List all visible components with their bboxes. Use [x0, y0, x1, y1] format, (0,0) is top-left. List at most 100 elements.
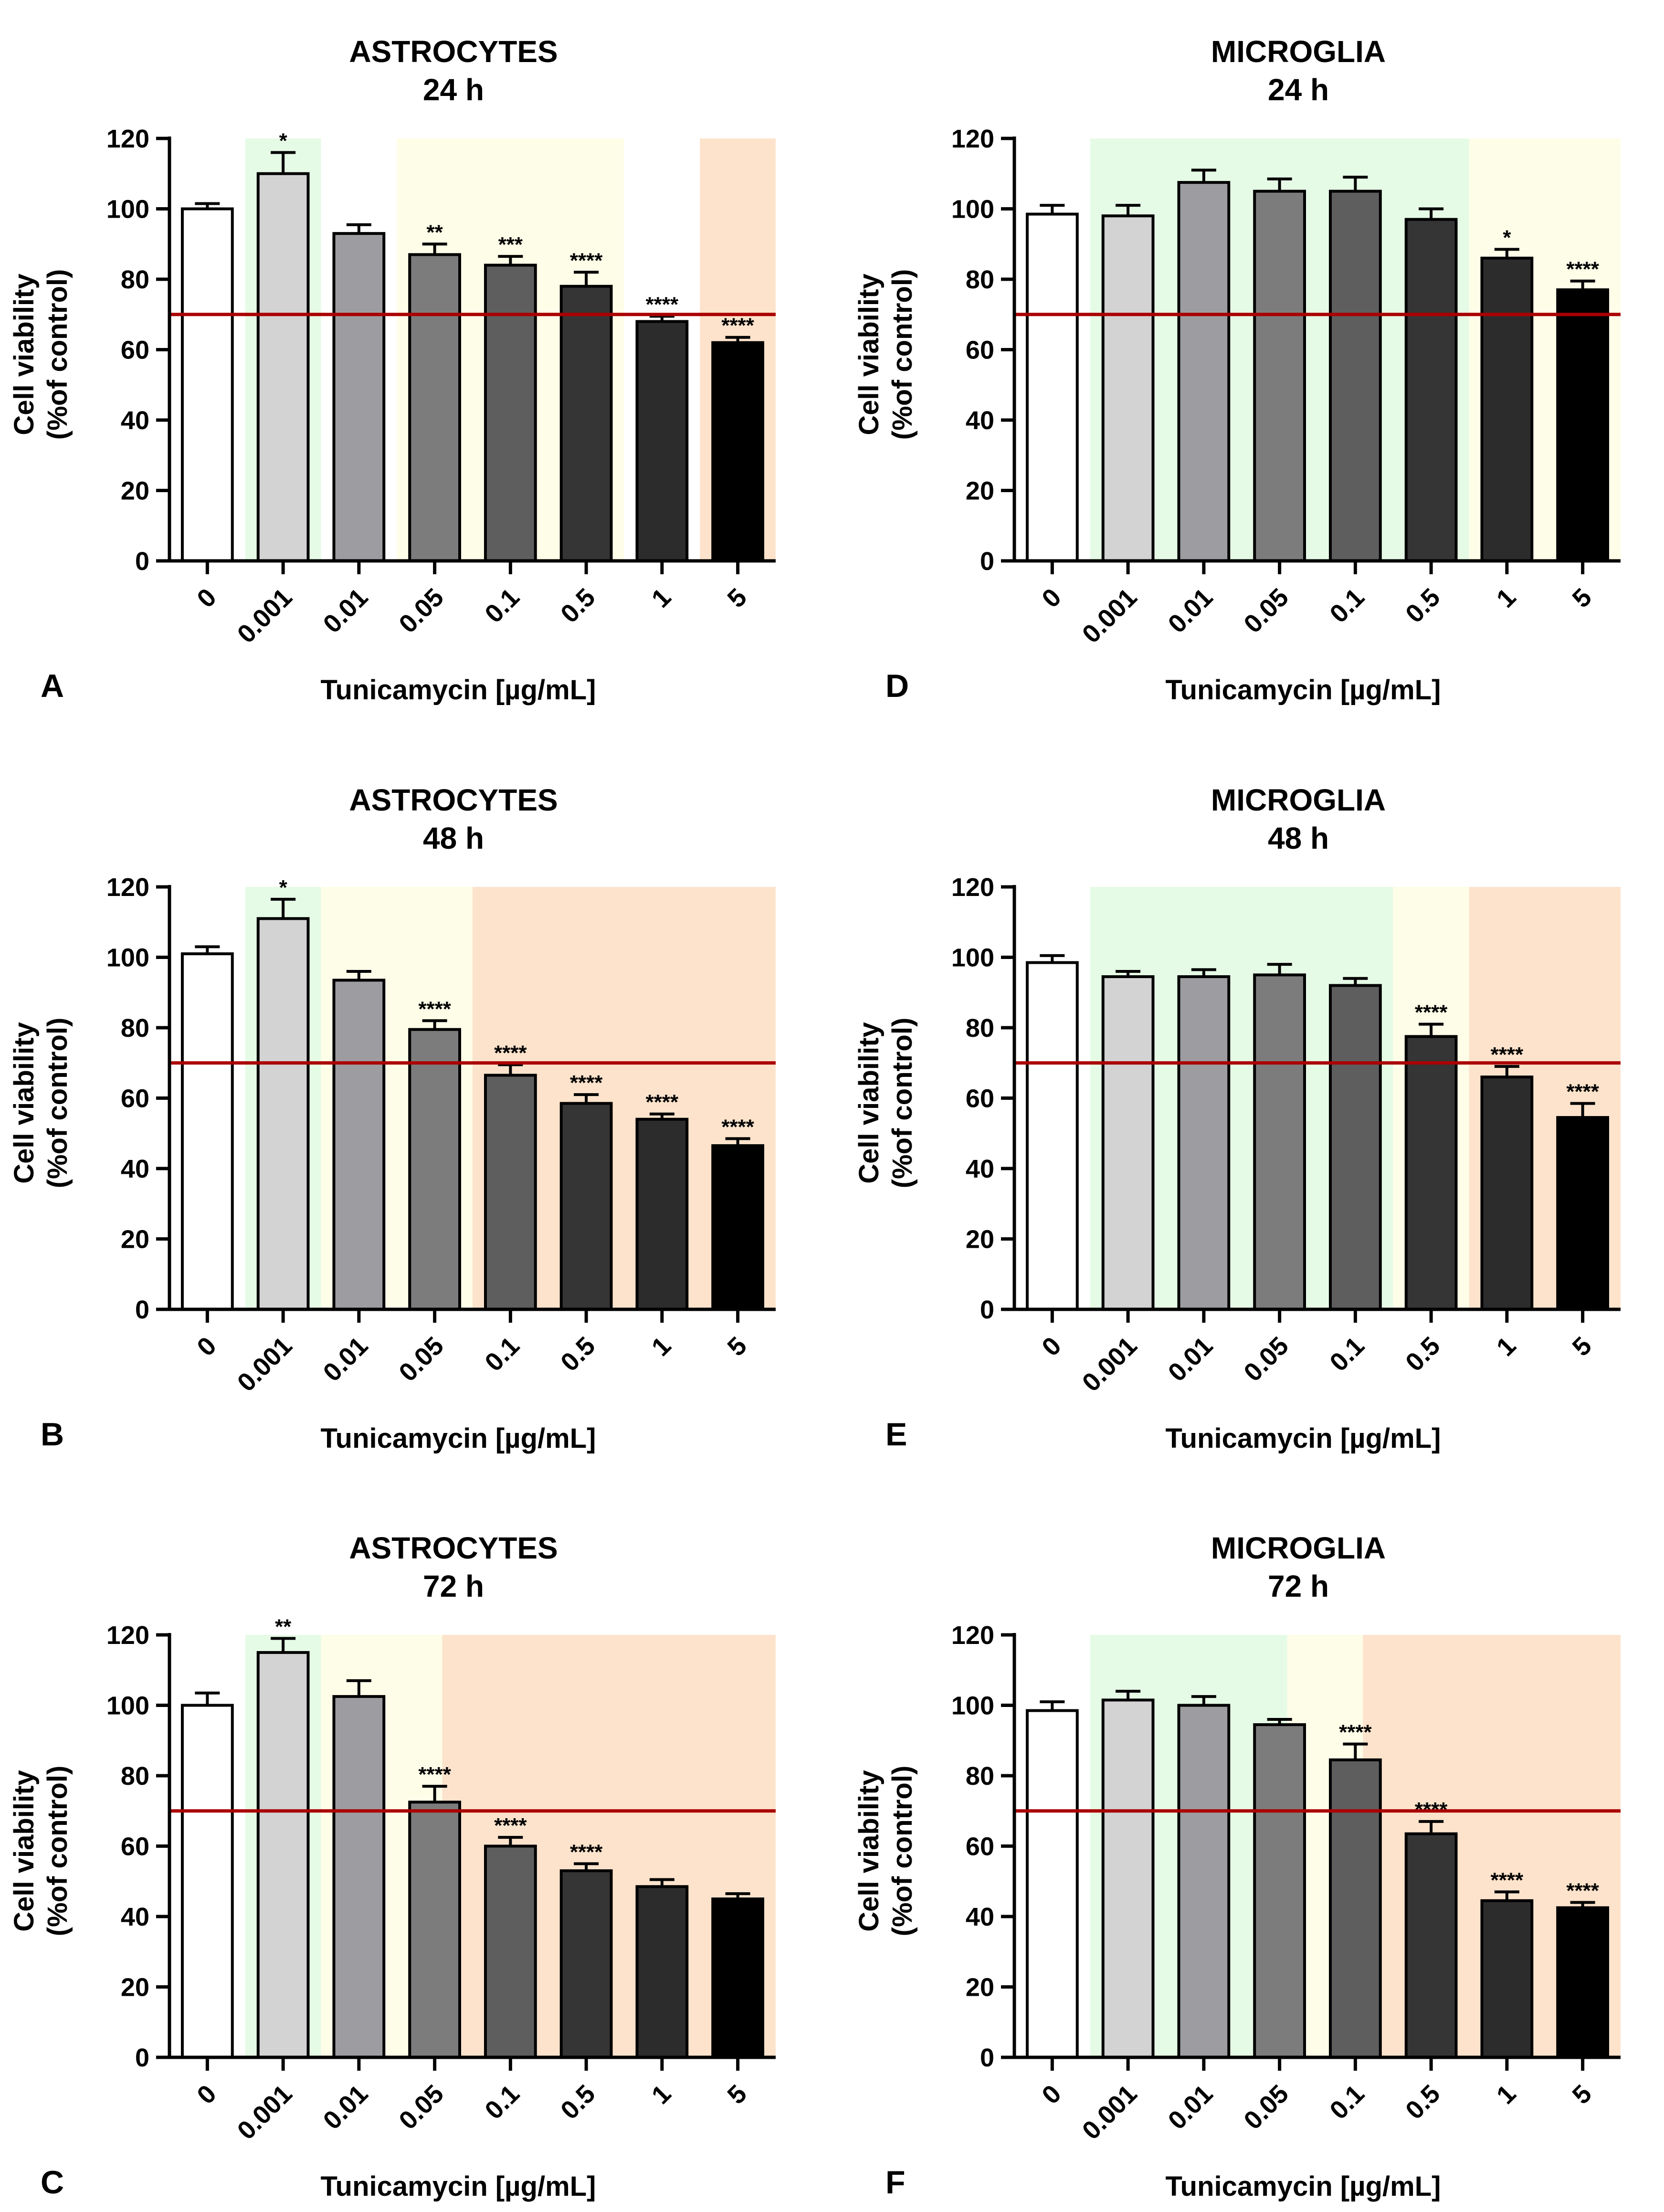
x-tick-label: 0.1: [1324, 2079, 1370, 2125]
x-tick-label: 0.1: [479, 583, 525, 629]
y-tick-label: 60: [966, 1085, 994, 1113]
x-tick-label: 1: [646, 583, 677, 613]
chart-subtitle: 72 h: [423, 1569, 484, 1603]
x-tick-label: 0.01: [318, 1331, 374, 1387]
y-tick-label: 20: [966, 477, 994, 506]
y-tick-label: 120: [951, 873, 994, 902]
y-tick-label: 80: [966, 1014, 994, 1043]
bar: [559, 1869, 613, 2059]
y-axis-label: Cell viability: [9, 274, 40, 435]
y-tick-label: 20: [121, 1225, 149, 1254]
bar: [332, 1695, 386, 2059]
bar: [332, 979, 386, 1311]
bar: [408, 1801, 462, 2059]
y-tick-label: 80: [121, 265, 149, 294]
y-tick-label: 40: [121, 406, 149, 435]
y-axis-label-units: (%of control): [42, 1766, 73, 1937]
x-tick-label: 0.5: [1400, 583, 1446, 629]
x-tick-label: 0.01: [1163, 2079, 1219, 2135]
bar: [1556, 1906, 1610, 2059]
significance-marker: *: [1503, 226, 1511, 249]
x-tick-label: 0.5: [1400, 1331, 1446, 1377]
y-tick-label: 80: [121, 1762, 149, 1791]
significance-marker: ****: [418, 997, 451, 1021]
chart-title: MICROGLIA: [1211, 1531, 1386, 1565]
panel-label: B: [41, 1416, 64, 1453]
x-axis-label: Tunicamycin [µg/mL]: [1166, 1423, 1441, 1454]
bar: [1101, 214, 1155, 562]
bar: [1480, 256, 1534, 562]
bar: [1404, 1035, 1458, 1311]
significance-marker: ****: [1566, 1879, 1599, 1903]
significance-marker: ****: [1339, 1721, 1372, 1744]
chart-title: MICROGLIA: [1211, 34, 1386, 69]
bar: [1404, 218, 1458, 562]
bar: [1480, 1899, 1534, 2059]
y-tick-label: 120: [951, 125, 994, 153]
significance-marker: *: [279, 876, 288, 899]
x-tick-label: 1: [1491, 1331, 1522, 1362]
bar: [1025, 961, 1079, 1311]
y-tick-label: 100: [106, 1692, 149, 1720]
bar: [711, 1897, 765, 2059]
y-tick-label: 60: [121, 1833, 149, 1861]
x-tick-label: 0.01: [1163, 583, 1219, 639]
x-axis-label: Tunicamycin [µg/mL]: [321, 2171, 596, 2202]
bar: [332, 232, 386, 562]
significance-marker: *: [279, 129, 288, 153]
y-axis-label-units: (%of control): [887, 1766, 918, 1937]
x-tick-label: 0: [191, 583, 222, 613]
x-axis-label: Tunicamycin [µg/mL]: [321, 1423, 596, 1454]
bar: [559, 1102, 613, 1311]
x-axis-label: Tunicamycin [µg/mL]: [321, 674, 596, 706]
y-tick-label: 0: [135, 1296, 149, 1324]
x-tick-label: 0.5: [1400, 2079, 1446, 2125]
bar: [408, 1028, 462, 1311]
bar: [635, 1117, 689, 1311]
x-tick-label: 5: [1567, 1331, 1597, 1362]
chart-subtitle: 24 h: [1268, 73, 1329, 107]
x-tick-label: 0.05: [393, 2079, 449, 2135]
x-tick-label: 1: [646, 1331, 677, 1362]
y-tick-label: 40: [966, 1903, 994, 1931]
panel-label: D: [885, 668, 909, 704]
x-tick-label: 0.05: [393, 1331, 449, 1387]
bar: [1556, 1116, 1610, 1311]
bar: [635, 320, 689, 562]
y-tick-label: 120: [106, 873, 149, 902]
y-tick-label: 40: [121, 1155, 149, 1183]
y-axis-label: Cell viability: [853, 1770, 885, 1931]
y-tick-label: 100: [951, 944, 994, 972]
significance-marker: **: [427, 221, 443, 244]
y-tick-label: 60: [121, 336, 149, 365]
significance-marker: ***: [498, 233, 523, 256]
y-tick-label: 120: [106, 1621, 149, 1650]
chart-subtitle: 24 h: [423, 73, 484, 107]
x-tick-label: 0.05: [1238, 1331, 1294, 1387]
x-tick-label: 5: [722, 1331, 752, 1362]
significance-marker: ****: [721, 1115, 754, 1138]
bar: [180, 1704, 234, 2059]
x-tick-label: 0.5: [555, 1331, 601, 1377]
bar: [1328, 984, 1382, 1311]
x-tick-label: 5: [722, 583, 752, 613]
x-tick-label: 0.1: [1324, 1331, 1370, 1377]
x-tick-label: 0.1: [479, 1331, 525, 1377]
significance-marker: ****: [1566, 258, 1599, 281]
y-tick-label: 0: [980, 2043, 994, 2072]
x-tick-label: 0.01: [1163, 1331, 1219, 1387]
bar: [256, 917, 310, 1311]
y-axis-label: Cell viability: [9, 1770, 40, 1931]
y-tick-label: 20: [121, 1973, 149, 2002]
x-tick-label: 0: [1036, 2079, 1067, 2110]
significance-marker: ****: [570, 1840, 603, 1864]
y-tick-label: 0: [980, 1296, 994, 1324]
bar: [1253, 190, 1306, 562]
significance-marker: ****: [418, 1763, 451, 1786]
bar: [1101, 1698, 1155, 2059]
